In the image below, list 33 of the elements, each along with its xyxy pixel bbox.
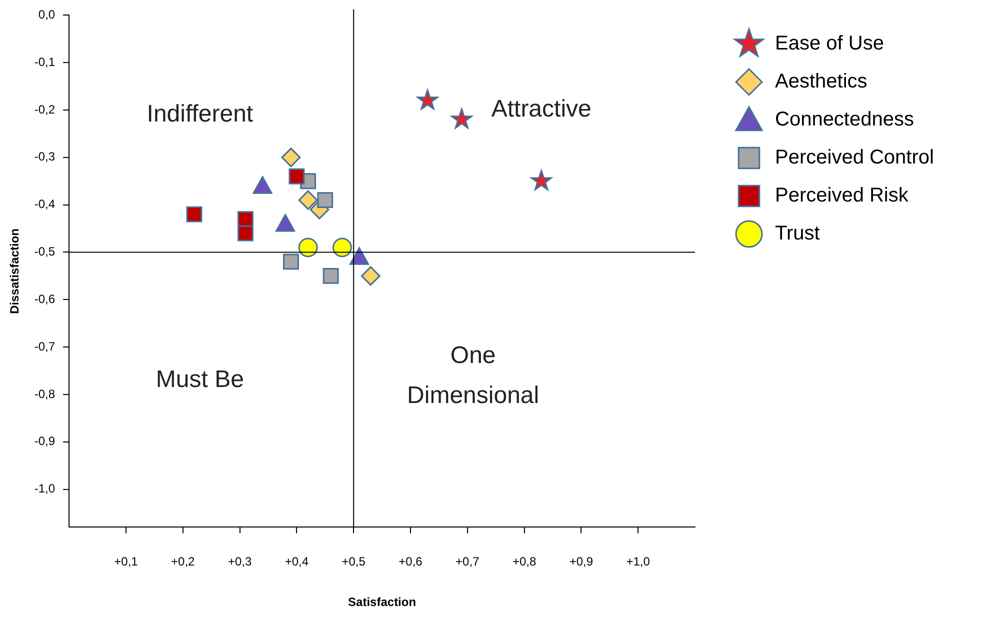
annotation: Must Be (156, 366, 244, 393)
x-tick-label: +0,7 (456, 554, 480, 569)
x-tick-label: +1,0 (626, 554, 650, 569)
annotation: Attractive (491, 96, 592, 123)
x-tick-label: +0,5 (342, 554, 366, 569)
x-tick-label: +0,3 (228, 554, 252, 569)
x-tick-label: +0,8 (512, 554, 536, 569)
legend-label: Ease of Use (775, 32, 884, 55)
legend-label: Aesthetics (775, 70, 868, 93)
x-axis-title: Satisfaction (348, 595, 416, 610)
legend-label: Connectedness (775, 108, 914, 131)
y-tick-label: -0,8 (34, 386, 56, 401)
y-tick-label: -0,4 (34, 197, 56, 212)
legend-label: Perceived Control (775, 146, 934, 169)
x-tick-label: +0,1 (114, 554, 138, 569)
y-tick-label: -0,2 (34, 102, 56, 116)
y-tick-label: -0,5 (34, 244, 56, 259)
y-axis-title: Dissatisfaction (8, 228, 22, 314)
y-tick-label: -0,3 (34, 150, 56, 164)
x-tick-label: +0,2 (171, 554, 196, 569)
y-tick-label: 0,0 (38, 8, 56, 22)
annotation: One Dimensional (407, 342, 540, 410)
y-tick-label: -0,6 (34, 292, 56, 306)
x-tick-label: +0,4 (284, 554, 309, 569)
legend-label: Trust (775, 222, 820, 245)
legend-label: Perceived Risk (775, 184, 910, 207)
y-tick-label: -0,1 (34, 54, 56, 69)
x-tick-label: +0,6 (398, 554, 423, 569)
annotation: Indifferent (146, 100, 254, 128)
x-tick-label: +0,9 (569, 554, 594, 569)
y-tick-label: -0,7 (34, 339, 56, 354)
y-tick-label: -0,9 (34, 434, 56, 448)
y-tick-label: -1,0 (34, 482, 56, 496)
